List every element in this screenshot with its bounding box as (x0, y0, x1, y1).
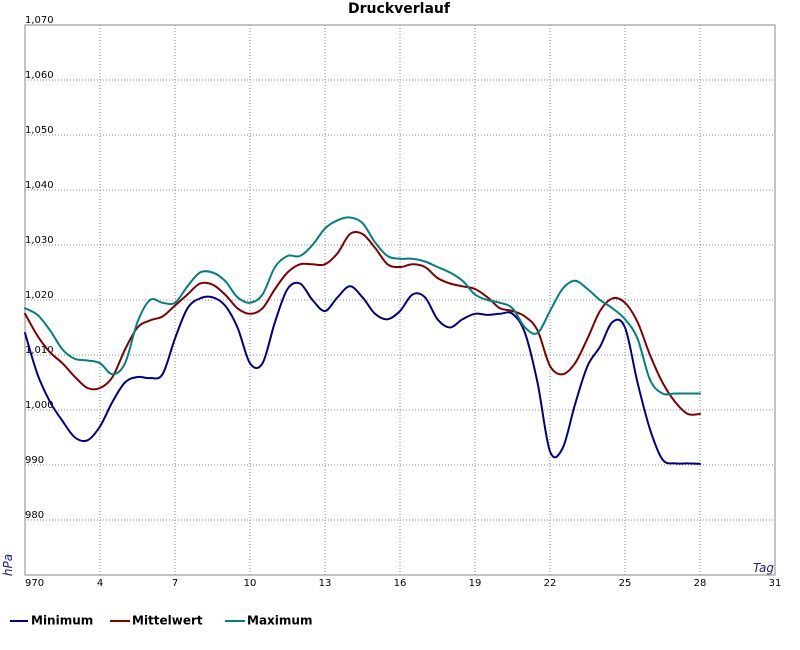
x-tick-label: 22 (544, 578, 557, 589)
y-tick-label: 1,020 (25, 290, 54, 301)
y-tick-label: 990 (25, 455, 44, 466)
x-tick-label: 16 (394, 578, 407, 589)
legend-label-mittelwert: Mittelwert (132, 614, 203, 628)
legend-label-maximum: Maximum (247, 614, 312, 628)
series-line-maximum (24, 216, 701, 396)
y-tick-label: 1,000 (25, 400, 54, 411)
x-tick-label: 19 (469, 578, 482, 589)
y-tick-label: 1,070 (25, 15, 54, 26)
y-tick-label: 1,060 (25, 70, 54, 81)
x-tick-label: 28 (694, 578, 707, 589)
series-lines (24, 216, 701, 465)
y-tick-labels: 980 990 1,000 1,010 1,020 1,030 1,040 1,050 1,06… (25, 15, 54, 521)
y-tick-label-origin: 970 (25, 578, 44, 589)
x-tick-labels: 970 4 7 10 13 16 19 22 25 28 31 (25, 578, 781, 589)
chart-title: Druckverlauf (348, 1, 451, 17)
grid (24, 24, 776, 576)
y-tick-label: 1,040 (25, 180, 54, 191)
x-tick-label: 25 (619, 578, 632, 589)
x-tick-label: 7 (172, 578, 178, 589)
x-tick-label: 31 (769, 578, 782, 589)
x-tick-label: 10 (244, 578, 257, 589)
y-tick-label: 1,010 (25, 345, 54, 356)
series-line-minimum (24, 281, 701, 465)
x-axis-label: Tag (753, 561, 774, 575)
legend: Minimum Mittelwert Maximum (10, 614, 312, 628)
series-line-mittelwert (24, 230, 701, 416)
x-tick-label: 13 (319, 578, 332, 589)
x-tick-label: 4 (97, 578, 103, 589)
y-axis-label: hPa (1, 554, 15, 576)
legend-label-minimum: Minimum (31, 614, 93, 628)
y-tick-label: 1,030 (25, 235, 54, 246)
y-tick-label: 1,050 (25, 125, 54, 136)
y-tick-label: 980 (25, 510, 44, 521)
